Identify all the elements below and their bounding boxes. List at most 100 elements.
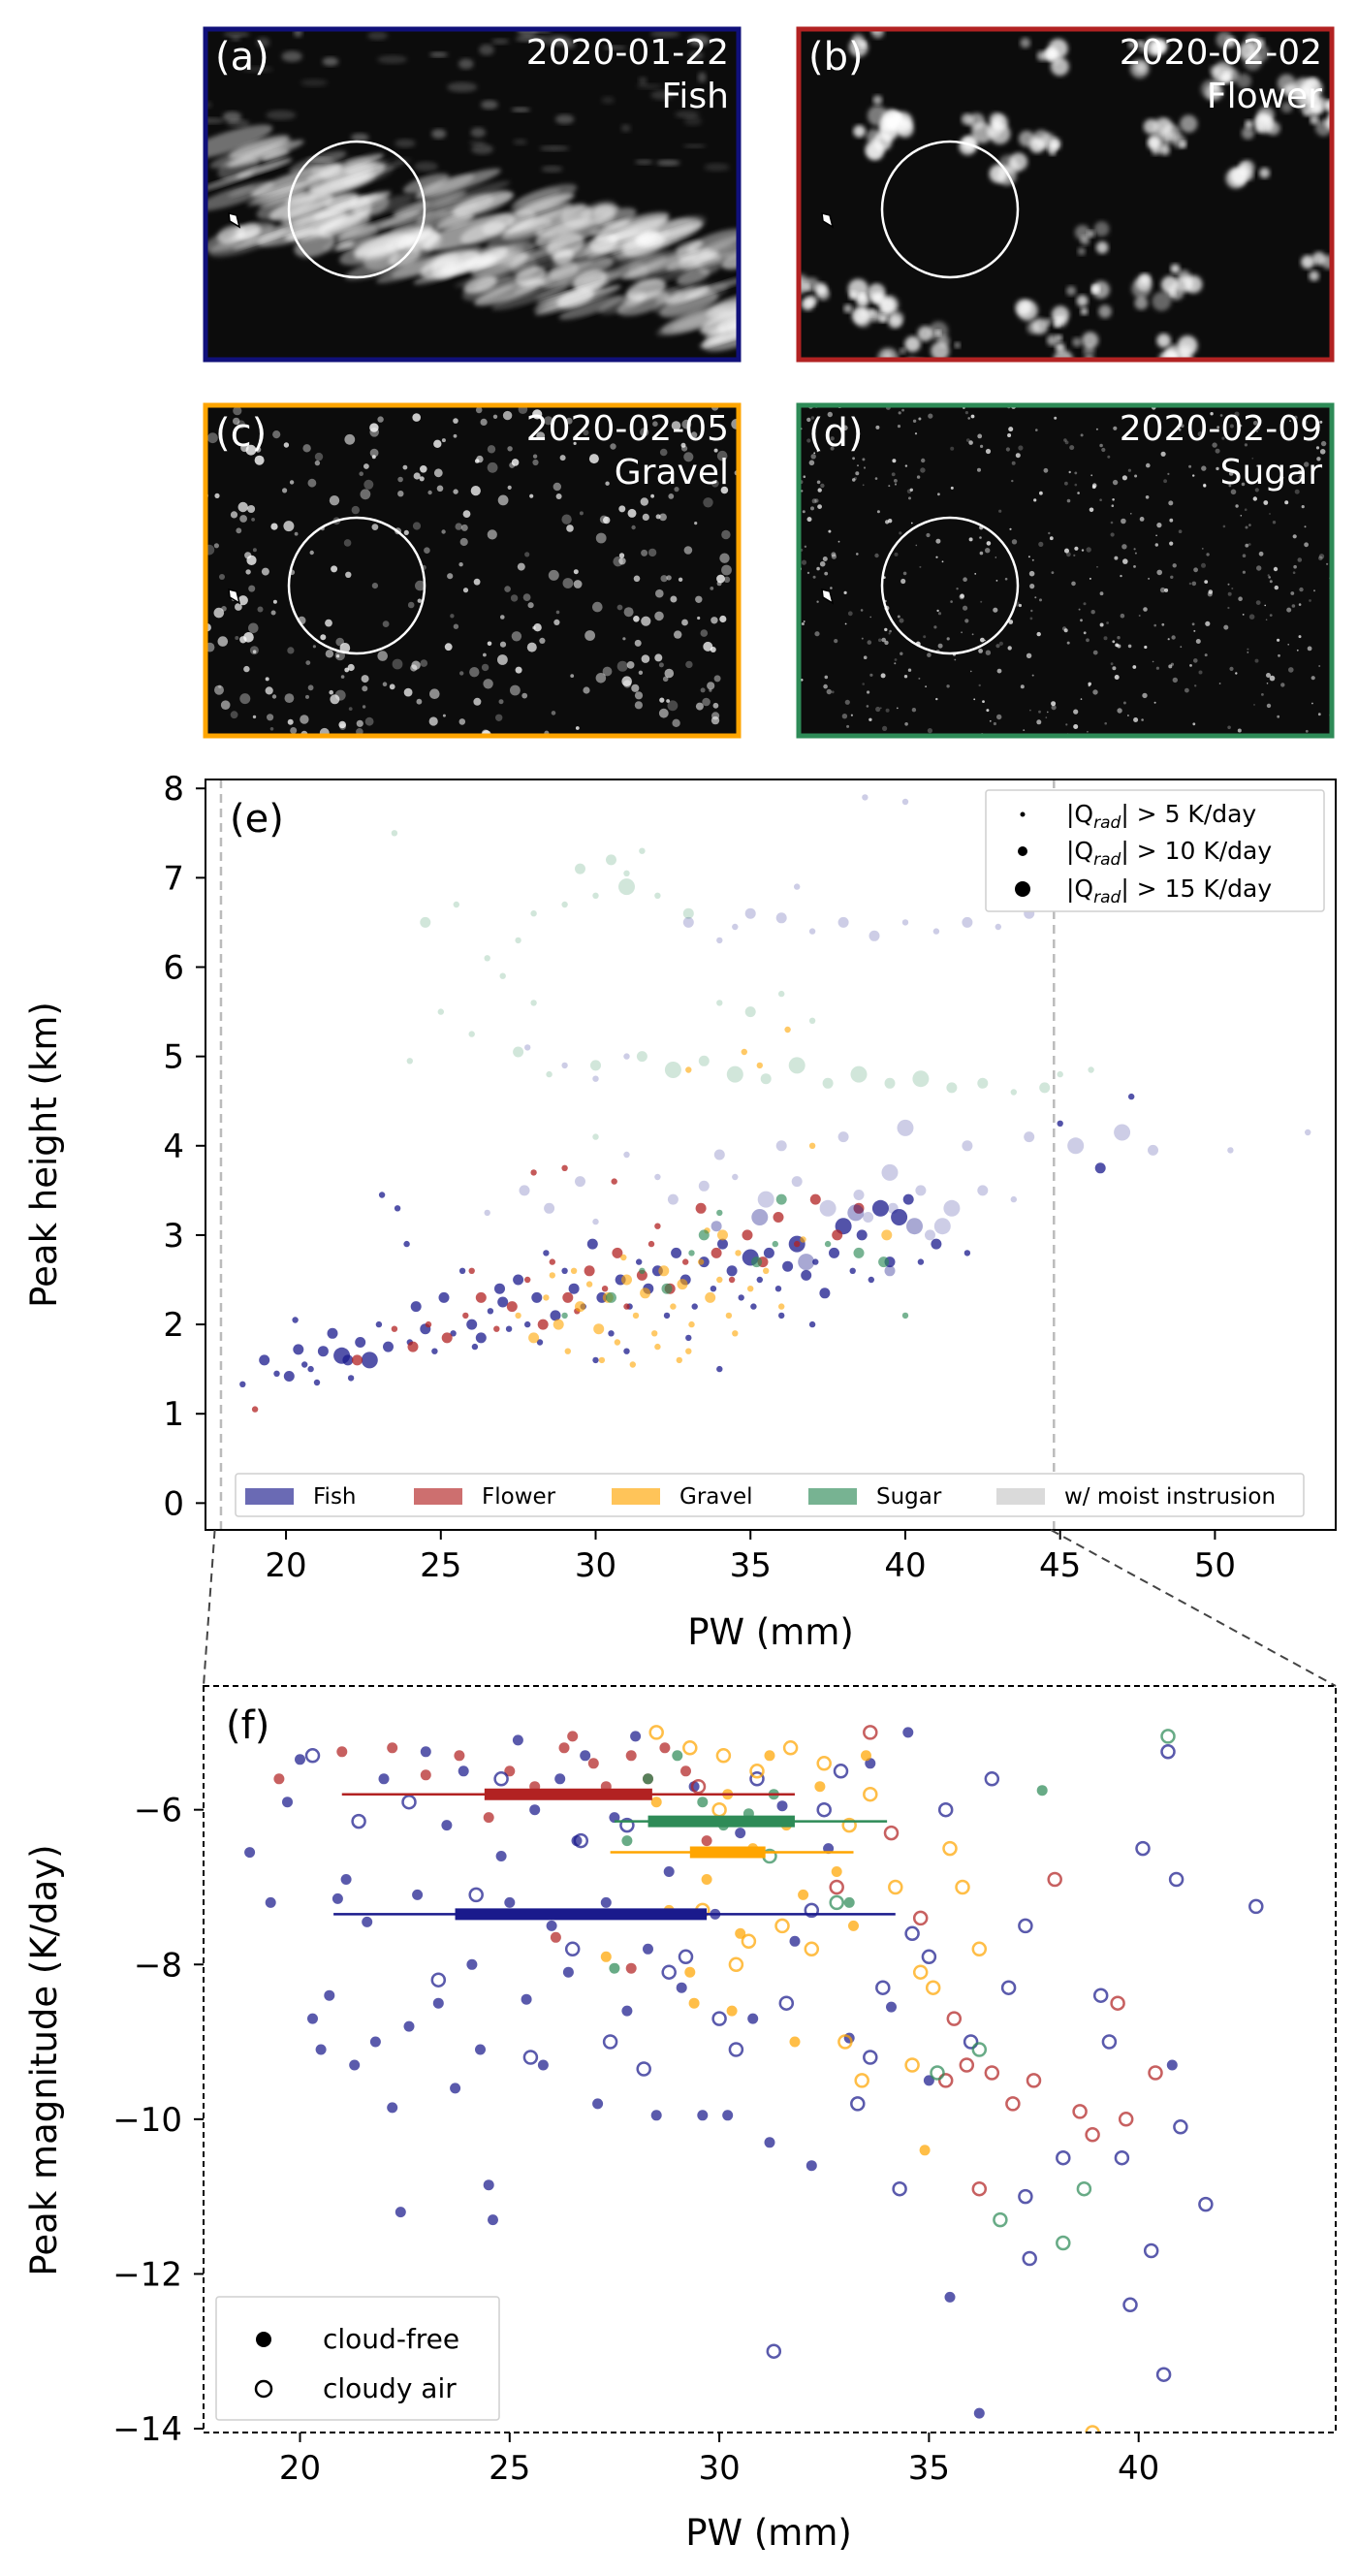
scatter-point-fish [623,1053,630,1060]
cloud-blob [894,658,898,661]
cloud-blob [1039,491,1043,495]
scatter-point-fish [636,1258,643,1265]
panel-pattern: Flower [1207,77,1322,116]
scatter-point-sugar [575,863,585,875]
cloud-blob [1267,574,1270,577]
cloud-blob [1280,683,1285,687]
cloud-blob [1180,114,1198,133]
cloud-blob [671,300,758,331]
cloud-blob [963,605,968,611]
scatter-point-gravel [808,1142,816,1150]
cloud-blob [638,77,647,85]
cloud-blob [337,210,422,240]
cloud-blob [650,493,654,498]
scatter-point-gravel [553,1319,564,1330]
y-tick-label: −14 [112,2410,182,2449]
cloud-blob [712,702,719,709]
scatter-point-sugar [546,1070,553,1078]
cloud-blob [417,174,475,197]
cloud-blob [431,129,447,139]
cloud-free-point-flower [273,1773,285,1785]
cloud-blob [641,616,651,626]
scatter-point-sugar [1057,1070,1063,1078]
cloud-blob [1167,283,1184,301]
cloud-blob [831,690,835,694]
size-legend-marker-large [1015,881,1030,897]
scatter-point-fish [853,1190,865,1200]
cloud-blob [1218,683,1221,684]
cloud-blob [287,647,295,654]
cloud-blob [982,700,985,703]
scatter-point-fish [671,1247,682,1258]
scatter-point-fish [438,1291,450,1303]
scatter-point-fish [943,1199,961,1217]
scatter-point-sugar [391,830,398,837]
cloud-free-point-sugar [643,1773,653,1785]
cloud-blob [1288,667,1294,673]
cloudy-air-point-flower [1148,2065,1163,2081]
cloud-blob [580,201,616,219]
scatter-point-sugar [682,907,694,919]
cloud-blob [469,667,480,678]
cloud-blob [928,413,933,419]
cloud-blob [389,684,395,690]
cloud-blob [272,599,277,604]
scatter-point-fish [775,912,787,924]
cloud-free-point-fish [554,1773,566,1785]
scatter-point-gravel [670,1303,677,1310]
cloud-blob [300,79,328,87]
cloudy-air-point-gravel [816,1756,832,1771]
panel-date: 2020-02-02 [1120,33,1322,73]
cloud-free-point-fish [805,2160,817,2172]
cloud-blob [361,675,369,684]
cloud-blob [618,553,625,558]
scatter-point-fish [782,1260,794,1272]
cloud-blob [1092,689,1098,695]
cloud-blob [223,31,250,37]
cloud-blob [711,479,719,488]
cloud-blob [235,603,242,611]
cloud-blob [270,523,278,530]
legend-label-cloudy-air: cloudy air [323,2372,457,2404]
cloud-blob [844,699,850,705]
cloud-blob [1223,624,1229,630]
cloud-blob [902,571,907,576]
cloud-free-point-fish [592,2098,604,2110]
cloud-blob [515,36,545,42]
legend-marker-cloud-free [256,2332,271,2347]
cloudy-air-point-flower [937,2073,954,2088]
cloud-blob [230,511,238,519]
scatter-point-flower [251,1406,259,1413]
cloud-blob [318,212,371,239]
cloud-blob [894,662,897,665]
cloud-blob [904,722,908,726]
cloud-blob [892,111,913,134]
cloud-blob [1036,719,1042,725]
cloud-blob [1034,596,1037,599]
legend-swatch-flower [414,1488,462,1505]
scatter-point-fish [902,1193,914,1205]
cloud-blob [335,637,344,647]
cloud-free-point-gravel [814,1781,826,1793]
cloud-blob [884,640,889,646]
cloud-blob [1077,247,1086,256]
cloud-blob [1134,552,1137,555]
cloud-blob [433,439,442,448]
cloud-blob [305,660,311,665]
cloud-free-point-fish [650,2110,662,2121]
cloud-blob [866,143,884,161]
scatter-point-gravel [598,1356,606,1364]
cloud-free-point-gravel [684,1966,696,1978]
fill-legend-box [215,2296,500,2421]
cloud-blob [827,411,833,418]
cloud-blob [487,641,492,647]
cloud-blob [1154,543,1158,547]
cloud-blob [1093,221,1110,237]
cloud-blob [393,190,467,217]
cloudy-air-point-fish [619,1817,635,1833]
cloud-blob [618,557,626,565]
scatter-point-gravel [732,1330,739,1337]
cloud-blob [622,290,647,306]
scatter-point-fish [608,1330,615,1337]
cloud-blob [984,639,986,642]
